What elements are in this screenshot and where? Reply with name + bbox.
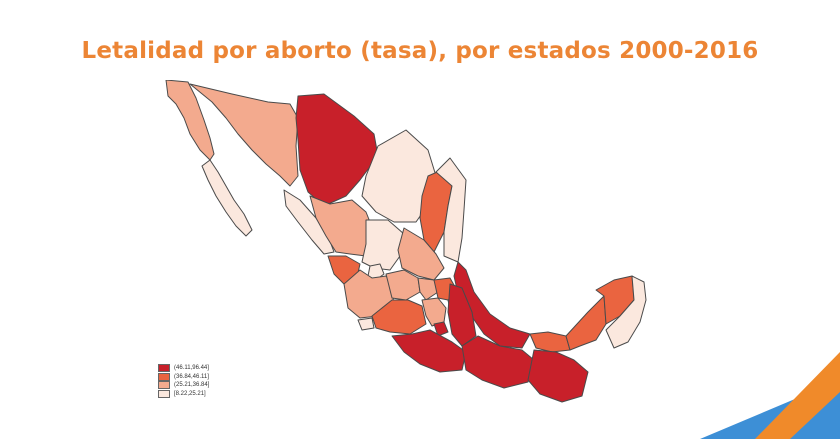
legend-swatch [158,364,170,373]
legend-item: (25.21,36.84] [158,381,209,390]
legend-item: [8.22,25.21] [158,389,209,399]
state-chiapas [527,349,589,403]
state-baja-california-sur [201,159,253,237]
state-chihuahua [295,93,379,207]
legend-item: (46.11,96.44] [158,364,209,373]
legend-label: (46.11,96.44] [174,365,209,372]
state-sonora [189,83,299,187]
state-campeche [565,295,607,351]
state-coahuila [361,129,437,223]
corner-decoration [700,352,840,439]
state-sinaloa [283,189,335,255]
map-legend: (46.11,96.44] (36.84,46.11] (25.21,36.84… [158,364,209,398]
state-tabasco [529,331,571,353]
state-zacatecas [361,219,405,271]
state-morelos [433,321,449,337]
state-puebla [447,283,477,347]
legend-label: (25.21,36.84] [174,382,210,389]
slide-title: Letalidad por aborto (tasa), por estados… [81,38,759,64]
legend-swatch [158,381,170,390]
legend-label: [8.22,25.21] [174,390,206,397]
state-colima [357,317,375,331]
legend-swatch [158,389,170,398]
state-quintana-roo [605,275,647,349]
legend-swatch [158,372,170,381]
state-queretaro [417,277,439,301]
deco-orange-stripe [755,352,840,439]
state-michoacan [371,299,427,335]
mexico-choropleth-map [165,80,647,403]
legend-item: (36.84,46.11] [158,372,209,382]
legend-label: (36.84,46.11] [174,373,209,380]
